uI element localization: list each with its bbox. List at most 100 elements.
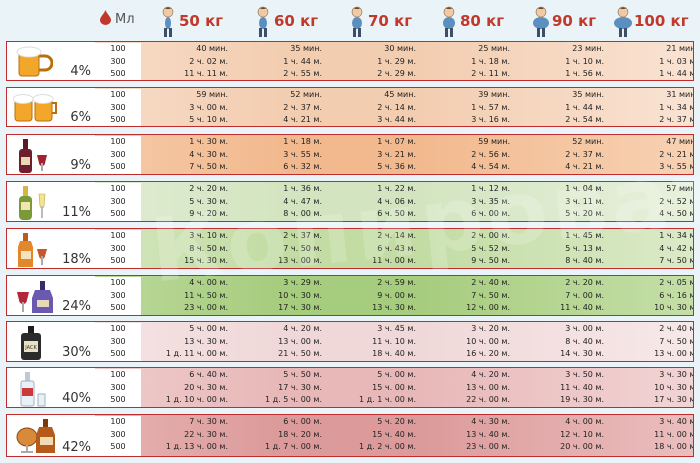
time-cell: 3 ч. 29 м. (283, 278, 322, 287)
time-cell: 5 ч. 30 м. (189, 196, 228, 206)
drink-block: 42% 100 300 500 7 ч. 30 м. 22 ч. 30 м. 1 д. 13… (6, 414, 694, 457)
time-cell: 13 ч. 00 м. (278, 336, 322, 346)
time-cell: 30 мин. (384, 44, 416, 53)
time-cell: 9 ч. 20 м. (189, 209, 228, 218)
weight-column: 1 ч. 12 м. 3 ч. 35 м. 6 ч. 00 м. (423, 182, 517, 221)
drink-icon-cell: JACK 30% (7, 322, 95, 361)
weight-column: 7 ч. 30 м. 22 ч. 30 м. 1 д. 13 ч. 00 м. (141, 415, 235, 456)
volume-cell: 100 (110, 44, 126, 53)
time-cell: 7 ч. 50 м. (659, 256, 693, 265)
weight-header-2: 60 кг (252, 2, 346, 38)
drink-block: 18% 100 300 500 3 ч. 10 м. 8 ч. 50 м. 15 ч. 30… (6, 228, 694, 269)
time-cell: 1 ч. 10 м. (565, 56, 604, 66)
weight-column: 2 ч. 37 м. 7 ч. 50 м. 13 ч. 00 м. (235, 229, 329, 268)
weight-label: 60 кг (274, 12, 319, 30)
time-cell: 21 ч. 50 м. (278, 349, 322, 358)
time-cell: 3 ч. 55 м. (659, 162, 693, 171)
time-cell: 57 мин. (666, 184, 693, 193)
time-cell: 4 ч. 30 м. (189, 149, 228, 159)
volume-column: 100 300 500 (95, 277, 141, 315)
time-cell: 2 ч. 37 м. (283, 231, 322, 240)
time-cell: 23 ч. 00 м. (466, 442, 510, 451)
time-cell: 7 ч. 50 м. (471, 290, 510, 300)
time-cell: 13 ч. 30 м. (372, 303, 416, 312)
time-cell: 13 ч. 40 м. (466, 429, 510, 439)
drink-block: 24% 100 300 500 4 ч. 00 м. 11 ч. 50 м. 23 ч. 0… (6, 275, 694, 316)
time-cell: 1 ч. 34 м. (659, 231, 693, 240)
weight-column: 3 ч. 40 м. 11 ч. 00 м. 18 ч. 00 м. (611, 415, 694, 456)
weight-column: 3 ч. 10 м. 8 ч. 50 м. 15 ч. 30 м. (141, 229, 235, 268)
time-cell: 10 ч. 30 м. (654, 303, 694, 312)
volume-cell: 300 (110, 336, 126, 346)
time-cell: 35 мин. (572, 90, 604, 99)
time-cell: 3 ч. 21 м. (377, 149, 416, 159)
time-cell: 6 ч. 00 м. (471, 209, 510, 218)
time-cell: 18 ч. 40 м. (372, 349, 416, 358)
weight-label: 50 кг (179, 12, 224, 30)
weight-column: 2 ч. 05 м. 6 ч. 16 м. 10 ч. 30 м. (611, 276, 694, 315)
volume-cell: 500 (110, 442, 126, 451)
time-cell: 15 ч. 40 м. (372, 429, 416, 439)
time-cell: 7 ч. 50 м. (283, 243, 322, 253)
time-cell: 1 ч. 22 м. (377, 184, 416, 193)
volume-cell: 300 (110, 382, 126, 392)
drink-icon-cell: 42% (7, 415, 95, 456)
weight-column: 57 мин. 2 ч. 52 м. 4 ч. 50 м. (611, 182, 693, 221)
time-cell: 7 ч. 50 м. (659, 336, 693, 346)
weight-label: 70 кг (368, 12, 413, 30)
time-cell: 4 ч. 42 м. (659, 243, 693, 253)
weight-column: 52 мин. 2 ч. 37 м. 4 ч. 21 м. (235, 88, 329, 126)
time-cell: 4 ч. 06 м. (377, 196, 416, 206)
weight-label: 80 кг (460, 12, 505, 30)
time-cell: 2 ч. 20 м. (565, 278, 604, 287)
volume-column: 100 300 500 (95, 136, 141, 174)
time-cell: 52 мин. (290, 90, 322, 99)
alcohol-percent: 11% (62, 205, 91, 220)
time-cell: 9 ч. 50 м. (471, 256, 510, 265)
weight-column: 1 ч. 30 м. 4 ч. 30 м. 7 ч. 50 м. (141, 135, 235, 174)
volume-cell: 100 (110, 417, 126, 426)
drink-icon-cell: 11% (7, 182, 95, 221)
volume-cell: 100 (110, 184, 126, 193)
time-cell: 2 ч. 56 м. (471, 149, 510, 159)
time-cell: 1 ч. 57 м. (471, 102, 510, 112)
weight-column: 5 ч. 00 м. 13 ч. 30 м. 1 д. 11 ч. 00 м. (141, 322, 235, 361)
drink-icon-cell: 6% (7, 88, 95, 126)
weight-column: 3 ч. 20 м. 10 ч. 00 м. 16 ч. 20 м. (423, 322, 517, 361)
time-cell: 11 ч. 50 м. (184, 290, 228, 300)
weight-column: 3 ч. 50 м. 11 ч. 40 м. 19 ч. 30 м. (517, 368, 611, 407)
volume-column: 100 300 500 (95, 183, 141, 221)
person-icon (351, 6, 363, 37)
time-cell: 6 ч. 50 м. (377, 209, 416, 218)
weight-column: 23 мин. 1 ч. 10 м. 1 ч. 56 м. (517, 42, 611, 80)
weight-header-1: 50 кг (157, 2, 251, 38)
time-cell: 1 д. 10 ч. 00 м. (165, 395, 228, 404)
time-cell: 1 ч. 18 м. (471, 56, 510, 66)
time-cell: 10 ч. 30 м. (278, 290, 322, 300)
weight-column: 21 мин. 1 ч. 03 м. 1 ч. 44 м. (611, 42, 693, 80)
volume-cell: 300 (110, 56, 126, 66)
weight-column: 47 мин. 2 ч. 21 м. 3 ч. 55 м. (611, 135, 693, 174)
time-cell: 35 мин. (290, 44, 322, 53)
time-cell: 15 ч. 30 м. (184, 256, 228, 265)
time-cell: 3 ч. 55 м. (283, 149, 322, 159)
weight-column: 3 ч. 45 м. 11 ч. 10 м. 18 ч. 40 м. (329, 322, 423, 361)
wine-bottle-icon (19, 139, 47, 173)
time-cell: 3 ч. 16 м. (471, 115, 510, 124)
time-cell: 1 ч. 56 м. (565, 69, 604, 78)
volume-cell: 100 (110, 137, 126, 146)
weight-column: 1 ч. 45 м. 5 ч. 13 м. 8 ч. 40 м. (517, 229, 611, 268)
liqueur-bottle-icon (18, 233, 47, 267)
time-cell: 2 ч. 21 м. (659, 149, 693, 159)
volume-column: 100 300 500 (95, 369, 141, 407)
time-cell: 8 ч. 50 м. (189, 243, 228, 253)
time-cell: 1 ч. 36 м. (283, 184, 322, 193)
alcohol-percent: 24% (62, 299, 91, 314)
time-cell: 6 ч. 00 м. (283, 417, 322, 426)
weight-column: 6 ч. 40 м. 20 ч. 30 м. 1 д. 10 ч. 00 м. (141, 368, 235, 407)
volume-cell: 500 (110, 395, 126, 404)
weight-column: 1 ч. 18 м. 3 ч. 55 м. 6 ч. 32 м. (235, 135, 329, 174)
weight-column: 4 ч. 20 м. 13 ч. 00 м. 22 ч. 00 м. (423, 368, 517, 407)
volume-cell: 500 (110, 162, 126, 171)
time-cell: 18 ч. 00 м. (654, 442, 694, 451)
